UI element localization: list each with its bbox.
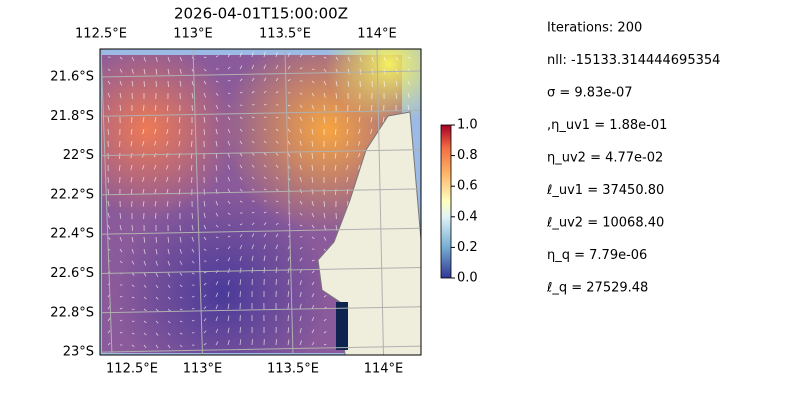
left-tick-label: 22.8°S xyxy=(50,305,94,320)
colorbar-tick-label: 1.0 xyxy=(457,118,478,133)
top-tick-label: 113.5°E xyxy=(259,27,311,42)
left-tick-label: 22.4°S xyxy=(50,227,94,242)
dark-patch xyxy=(336,302,348,350)
arrow xyxy=(180,225,181,231)
stat-line: ,η_uv1 = 1.88e-01 xyxy=(547,118,667,133)
stat-line: ℓ_uv2 = 10068.40 xyxy=(546,216,664,231)
arrow xyxy=(191,177,192,183)
arrow xyxy=(240,327,241,333)
stat-line: Iterations: 200 xyxy=(547,21,642,36)
top-tick-label: 112.5°E xyxy=(75,27,127,42)
left-tick-label: 23°S xyxy=(63,345,94,360)
colorbar-tick-label: 0.8 xyxy=(457,148,478,163)
arrow xyxy=(204,189,205,195)
left-tick-label: 21.8°S xyxy=(50,109,94,124)
arrow xyxy=(276,339,277,345)
top-tick-label: 114°E xyxy=(357,27,397,42)
bottom-tick-label: 113°E xyxy=(183,362,223,377)
arrow xyxy=(324,117,325,123)
left-tick-label: 22.2°S xyxy=(50,187,94,202)
arrow xyxy=(179,201,180,207)
arrow xyxy=(156,237,157,243)
colorbar-tick-label: 0.4 xyxy=(457,209,478,224)
stat-line: η_uv2 = 4.77e-02 xyxy=(547,151,663,166)
arrow xyxy=(288,303,289,309)
arrow xyxy=(335,189,336,195)
title: 2026-04-01T15:00:00Z xyxy=(174,5,348,23)
bottom-tick-label: 113.5°E xyxy=(267,362,319,377)
stat-line: σ = 9.83e-07 xyxy=(547,86,633,101)
arrow xyxy=(119,165,120,171)
left-tick-label: 21.6°S xyxy=(50,70,94,85)
stat-line: nll: -15133.314444695354 xyxy=(547,53,720,68)
left-tick-label: 22.6°S xyxy=(50,266,94,281)
arrow xyxy=(143,105,144,111)
stat-line: ℓ_q = 27529.48 xyxy=(546,281,648,296)
bottom-tick-label: 112.5°E xyxy=(106,362,158,377)
arrow xyxy=(216,248,218,249)
stat-line: η_q = 7.79e-06 xyxy=(547,248,647,263)
arrow xyxy=(144,81,145,87)
arrow xyxy=(119,153,120,159)
bottom-tick-label: 114°E xyxy=(364,362,404,377)
left-tick-label: 22°S xyxy=(63,148,94,163)
map-field xyxy=(100,49,421,355)
colorbar-tick-label: 0.0 xyxy=(457,271,478,286)
colorbar xyxy=(441,125,451,278)
arrow xyxy=(131,117,132,123)
stat-line: ℓ_uv1 = 37450.80 xyxy=(546,183,664,198)
arrow xyxy=(155,213,156,219)
colorbar-tick-label: 0.2 xyxy=(457,240,478,255)
top-tick-label: 113°E xyxy=(173,27,213,42)
colorbar-tick-label: 0.6 xyxy=(457,179,478,194)
